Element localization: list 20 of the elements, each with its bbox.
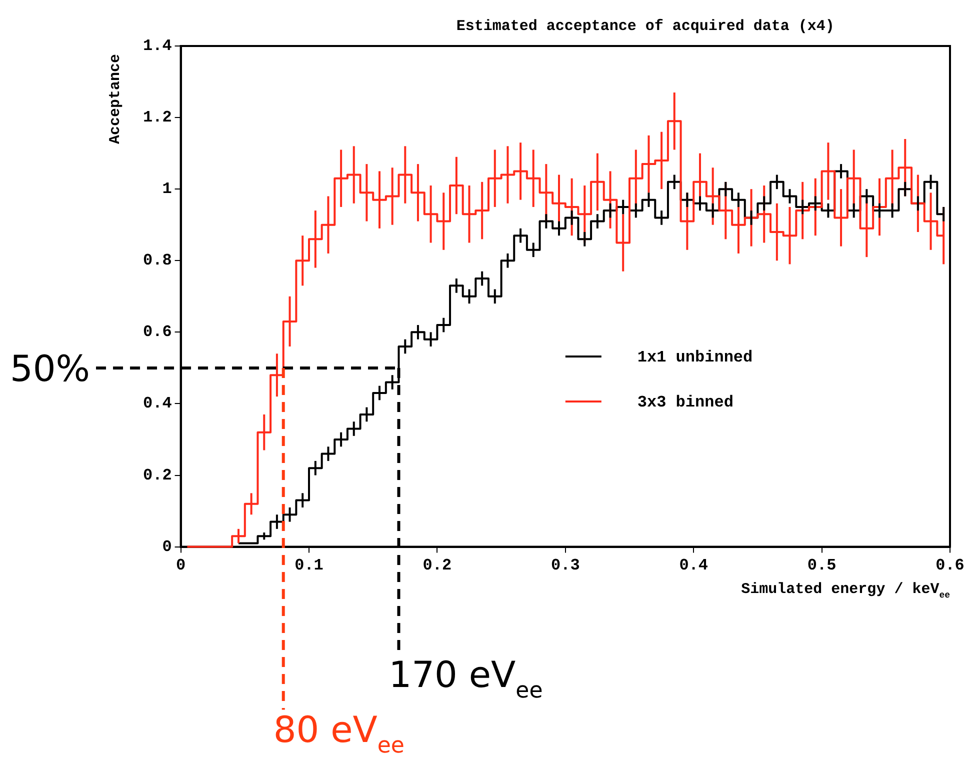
x-tick-label: 0.4 [679,556,708,574]
y-tick-label: 0.8 [142,252,172,270]
y-tick-label: 0.2 [142,466,172,484]
y-tick-label: 0.4 [142,394,172,413]
y-axis-title: Acceptance [106,54,124,144]
x-tick-label: 0.6 [936,556,964,574]
y-tick-label: 1 [162,180,172,198]
x-tick-label: 0.1 [294,556,324,574]
legend-label: 1x1 unbinned [637,348,753,366]
y-tick-label: 0 [162,538,172,556]
y-tick-label: 0.6 [142,323,172,342]
legend-label: 3x3 binned [637,393,734,412]
x-tick-label: 0.2 [422,556,452,574]
ref-line-label: 50% [10,348,90,390]
y-tick-label: 1.4 [142,37,172,56]
x-tick-label: 0 [176,556,186,574]
x-tick-label: 0.5 [807,556,836,574]
chart-title: Estimated acceptance of acquired data (x4) [456,18,834,35]
y-tick-label: 1.2 [142,108,172,127]
x-tick-label: 0.3 [550,556,580,574]
